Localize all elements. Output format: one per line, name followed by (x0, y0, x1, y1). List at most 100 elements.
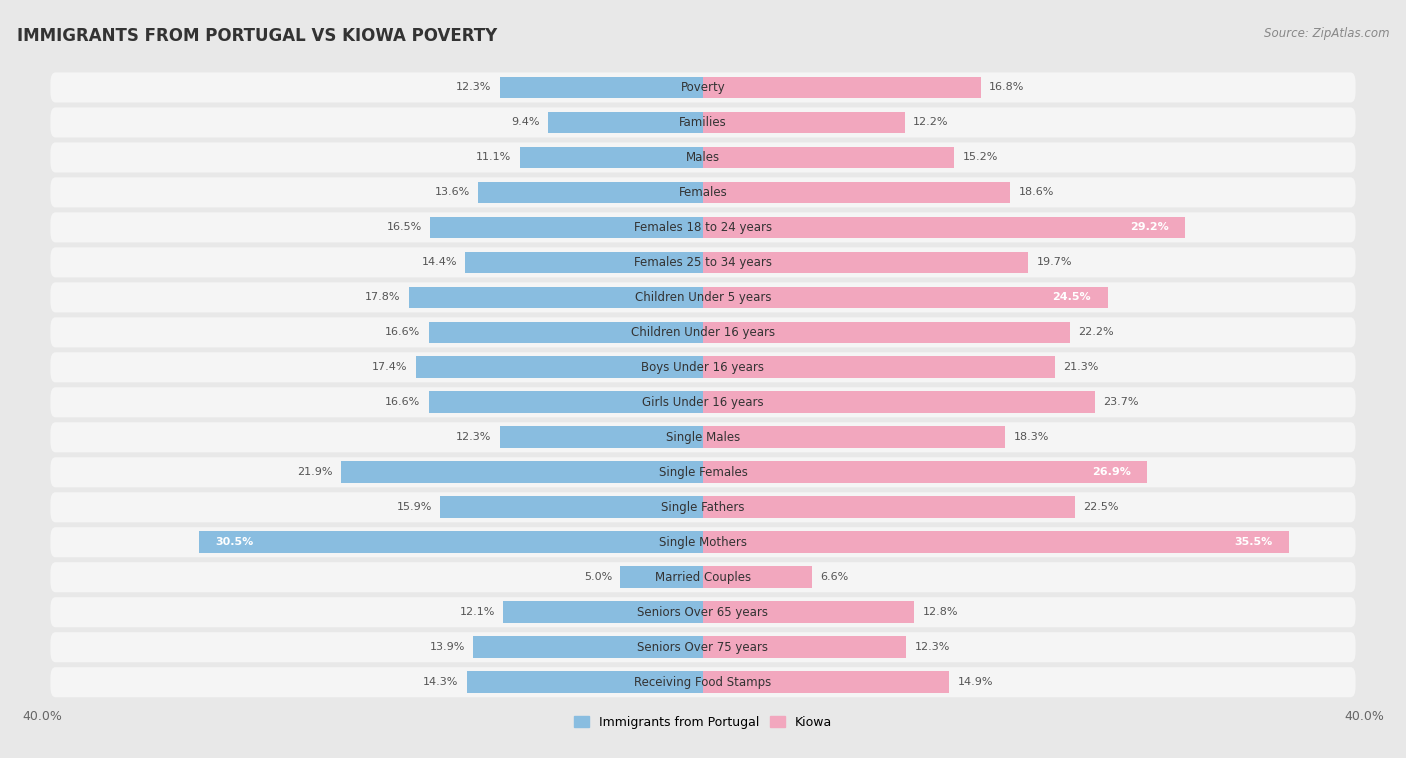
Text: 15.2%: 15.2% (962, 152, 998, 162)
Bar (703, 496, 1074, 518)
Bar (430, 217, 703, 238)
Text: Married Couples: Married Couples (655, 571, 751, 584)
Text: 23.7%: 23.7% (1102, 397, 1139, 407)
Bar (429, 321, 703, 343)
Bar (499, 427, 703, 448)
Bar (503, 601, 703, 623)
Text: 6.6%: 6.6% (820, 572, 849, 582)
Bar (703, 427, 1005, 448)
FancyBboxPatch shape (51, 528, 1355, 557)
Bar (620, 566, 703, 588)
Bar (703, 356, 1054, 378)
Text: 19.7%: 19.7% (1036, 258, 1073, 268)
Text: 12.3%: 12.3% (914, 642, 950, 652)
Text: 13.6%: 13.6% (434, 187, 470, 197)
Text: Females 25 to 34 years: Females 25 to 34 years (634, 256, 772, 269)
Text: 15.9%: 15.9% (396, 503, 432, 512)
Text: 16.8%: 16.8% (988, 83, 1024, 92)
Text: 21.9%: 21.9% (298, 467, 333, 478)
Text: 12.3%: 12.3% (456, 432, 492, 443)
Text: 35.5%: 35.5% (1234, 537, 1272, 547)
Text: 14.3%: 14.3% (423, 677, 458, 688)
Text: Single Mothers: Single Mothers (659, 536, 747, 549)
Text: 12.1%: 12.1% (460, 607, 495, 617)
Text: 16.6%: 16.6% (385, 327, 420, 337)
FancyBboxPatch shape (51, 177, 1355, 208)
Text: Seniors Over 75 years: Seniors Over 75 years (637, 641, 769, 653)
FancyBboxPatch shape (51, 422, 1355, 453)
Text: Single Fathers: Single Fathers (661, 501, 745, 514)
FancyBboxPatch shape (51, 667, 1355, 697)
Bar (703, 531, 1289, 553)
Bar (703, 217, 1185, 238)
Text: Receiving Food Stamps: Receiving Food Stamps (634, 675, 772, 689)
Bar (703, 637, 907, 658)
Text: Boys Under 16 years: Boys Under 16 years (641, 361, 765, 374)
FancyBboxPatch shape (51, 387, 1355, 418)
Bar (703, 566, 813, 588)
Text: 18.3%: 18.3% (1014, 432, 1049, 443)
FancyBboxPatch shape (51, 597, 1355, 628)
Bar (467, 672, 703, 693)
Text: Families: Families (679, 116, 727, 129)
FancyBboxPatch shape (51, 318, 1355, 347)
Bar (703, 77, 980, 99)
Text: 9.4%: 9.4% (510, 117, 540, 127)
Text: 12.8%: 12.8% (922, 607, 959, 617)
Text: 17.8%: 17.8% (366, 293, 401, 302)
Text: Children Under 5 years: Children Under 5 years (634, 291, 772, 304)
Bar (520, 146, 703, 168)
Bar (440, 496, 703, 518)
Bar (416, 356, 703, 378)
Text: Source: ZipAtlas.com: Source: ZipAtlas.com (1264, 27, 1389, 39)
Text: 17.4%: 17.4% (371, 362, 408, 372)
FancyBboxPatch shape (51, 562, 1355, 592)
Text: Females 18 to 24 years: Females 18 to 24 years (634, 221, 772, 234)
Text: 22.2%: 22.2% (1078, 327, 1114, 337)
Bar (499, 77, 703, 99)
Bar (409, 287, 703, 309)
Text: 12.2%: 12.2% (912, 117, 948, 127)
Text: Children Under 16 years: Children Under 16 years (631, 326, 775, 339)
Bar (429, 391, 703, 413)
Text: 22.5%: 22.5% (1083, 503, 1118, 512)
Bar (342, 462, 703, 483)
Text: 16.5%: 16.5% (387, 222, 422, 233)
Text: 12.3%: 12.3% (456, 83, 492, 92)
Text: 14.4%: 14.4% (422, 258, 457, 268)
Text: Females: Females (679, 186, 727, 199)
Bar (548, 111, 703, 133)
Bar (703, 111, 904, 133)
Bar (200, 531, 703, 553)
FancyBboxPatch shape (51, 73, 1355, 102)
Text: 5.0%: 5.0% (583, 572, 612, 582)
FancyBboxPatch shape (51, 108, 1355, 137)
Text: Girls Under 16 years: Girls Under 16 years (643, 396, 763, 409)
FancyBboxPatch shape (51, 282, 1355, 312)
FancyBboxPatch shape (51, 352, 1355, 382)
Text: 14.9%: 14.9% (957, 677, 993, 688)
FancyBboxPatch shape (51, 492, 1355, 522)
Bar (478, 182, 703, 203)
Bar (474, 637, 703, 658)
Text: Males: Males (686, 151, 720, 164)
FancyBboxPatch shape (51, 212, 1355, 243)
Text: 26.9%: 26.9% (1092, 467, 1130, 478)
Text: 30.5%: 30.5% (215, 537, 254, 547)
Text: 24.5%: 24.5% (1053, 293, 1091, 302)
Bar (703, 146, 955, 168)
Text: 18.6%: 18.6% (1018, 187, 1054, 197)
Text: 11.1%: 11.1% (477, 152, 512, 162)
Legend: Immigrants from Portugal, Kiowa: Immigrants from Portugal, Kiowa (569, 711, 837, 734)
Bar (703, 321, 1070, 343)
FancyBboxPatch shape (51, 247, 1355, 277)
Bar (703, 391, 1094, 413)
Bar (703, 252, 1028, 273)
FancyBboxPatch shape (51, 632, 1355, 662)
Bar (703, 287, 1108, 309)
Text: Poverty: Poverty (681, 81, 725, 94)
Bar (465, 252, 703, 273)
Text: 16.6%: 16.6% (385, 397, 420, 407)
Text: Seniors Over 65 years: Seniors Over 65 years (637, 606, 769, 619)
Text: Single Males: Single Males (666, 431, 740, 443)
